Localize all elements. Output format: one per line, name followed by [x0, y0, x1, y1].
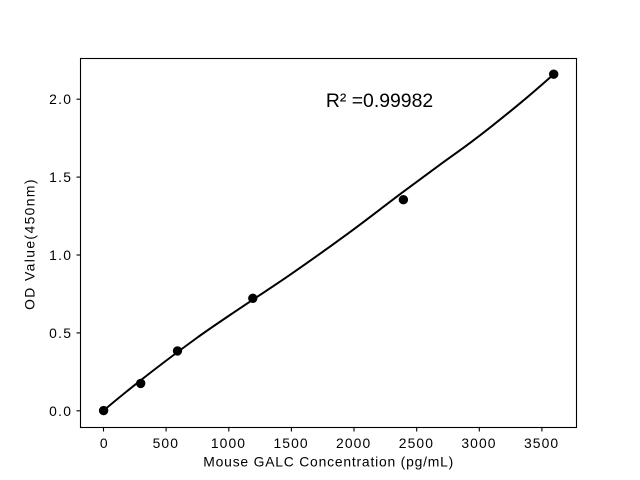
svg-text:2500: 2500	[399, 435, 434, 451]
svg-text:500: 500	[153, 435, 179, 451]
svg-text:R² =0.99982: R² =0.99982	[326, 90, 433, 112]
svg-text:2000: 2000	[336, 435, 371, 451]
svg-text:3500: 3500	[524, 435, 559, 451]
svg-text:3000: 3000	[461, 435, 496, 451]
svg-text:0: 0	[100, 435, 109, 451]
svg-text:1.5: 1.5	[49, 169, 72, 185]
svg-text:OD Value(450nm): OD Value(450nm)	[22, 178, 38, 310]
svg-text:1000: 1000	[211, 435, 246, 451]
svg-text:0.5: 0.5	[49, 325, 72, 341]
svg-text:1.0: 1.0	[49, 247, 72, 263]
svg-text:1500: 1500	[273, 435, 308, 451]
svg-text:0.0: 0.0	[49, 403, 72, 419]
svg-text:2.0: 2.0	[49, 91, 72, 107]
svg-text:Mouse GALC Concentration (pg/m: Mouse GALC Concentration (pg/mL)	[203, 454, 454, 470]
